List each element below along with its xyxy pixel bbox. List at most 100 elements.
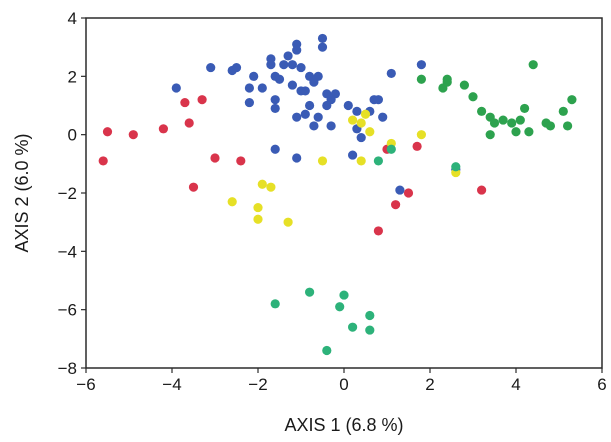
- plot-frame: [85, 17, 603, 369]
- data-point: [416, 74, 426, 84]
- data-point: [356, 132, 366, 143]
- y-axis-title: AXIS 2 (6.0 %): [12, 133, 32, 252]
- data-point: [322, 100, 332, 111]
- data-point: [274, 74, 285, 84]
- data-point: [558, 106, 568, 116]
- data-point: [489, 118, 500, 128]
- data-point: [498, 115, 508, 125]
- data-point: [227, 197, 237, 207]
- data-point: [300, 109, 310, 119]
- data-point: [270, 299, 280, 309]
- data-point: [468, 92, 478, 102]
- data-point: [416, 130, 426, 140]
- y-tick-label: −6: [58, 301, 77, 320]
- data-point: [287, 80, 297, 90]
- data-point: [309, 121, 319, 131]
- data-point: [283, 51, 293, 61]
- data-point: [292, 45, 302, 55]
- data-point: [253, 214, 263, 224]
- data-point: [451, 162, 461, 172]
- data-point: [305, 100, 315, 111]
- x-tick-label: 6: [597, 375, 606, 394]
- data-point: [266, 60, 276, 70]
- data-point: [365, 310, 375, 321]
- data-point: [249, 71, 259, 81]
- data-point: [102, 127, 113, 137]
- data-point: [391, 200, 401, 210]
- data-point: [360, 109, 371, 119]
- x-axis-title: AXIS 1 (6.8 %): [284, 415, 403, 435]
- data-point: [158, 124, 168, 134]
- data-point: [365, 325, 375, 335]
- data-point: [287, 60, 297, 70]
- data-point: [528, 60, 538, 70]
- data-point: [292, 112, 302, 122]
- data-point: [270, 103, 280, 114]
- data-point: [313, 112, 323, 122]
- data-point: [244, 83, 254, 93]
- data-point: [545, 121, 556, 131]
- data-point: [511, 127, 521, 137]
- data-point: [485, 130, 495, 140]
- y-tick-label: −8: [58, 359, 77, 378]
- data-point: [365, 127, 375, 137]
- data-point: [459, 80, 469, 90]
- x-tick-label: −6: [76, 375, 95, 394]
- data-point: [373, 226, 383, 236]
- data-point: [184, 118, 194, 128]
- x-tick-label: 2: [425, 375, 434, 394]
- data-point: [227, 65, 237, 76]
- data-point: [442, 74, 452, 84]
- data-point: [296, 62, 306, 73]
- data-point: [257, 83, 267, 93]
- data-point: [477, 106, 487, 116]
- y-tick-label: 0: [68, 126, 77, 145]
- data-point: [270, 95, 280, 105]
- data-point: [206, 62, 216, 73]
- data-point: [171, 83, 181, 93]
- data-point: [305, 287, 315, 297]
- data-point: [244, 97, 254, 108]
- y-axis-ticks: −8 −6 −4 −2 0 2 4: [58, 9, 86, 378]
- data-point: [279, 60, 289, 70]
- data-point: [348, 322, 358, 332]
- data-point: [520, 103, 530, 114]
- data-point: [386, 144, 396, 154]
- x-tick-label: −4: [162, 375, 181, 394]
- data-point: [373, 95, 383, 105]
- data-point: [395, 185, 405, 195]
- data-point: [180, 97, 190, 108]
- data-point: [348, 115, 358, 125]
- data-point: [343, 100, 353, 111]
- data-point: [283, 217, 293, 227]
- data-point: [322, 345, 332, 356]
- data-point: [416, 60, 426, 70]
- data-point: [317, 156, 328, 166]
- data-point: [257, 179, 267, 189]
- data-point: [296, 86, 306, 96]
- data-point: [326, 121, 336, 131]
- data-point: [378, 112, 388, 122]
- data-point: [352, 106, 362, 116]
- data-point: [236, 156, 246, 166]
- data-points: [98, 33, 577, 356]
- data-point: [515, 115, 525, 125]
- y-tick-label: −2: [58, 184, 77, 203]
- data-point: [210, 153, 220, 163]
- y-tick-label: 4: [68, 9, 77, 28]
- data-point: [507, 118, 517, 128]
- data-point: [317, 33, 328, 44]
- data-point: [270, 144, 280, 154]
- data-point: [292, 153, 302, 163]
- data-point: [386, 68, 396, 79]
- x-tick-label: 0: [339, 375, 348, 394]
- data-point: [563, 121, 573, 131]
- x-axis-ticks: −6 −4 −2 0 2 4 6: [76, 368, 607, 394]
- data-point: [356, 156, 366, 166]
- data-point: [356, 118, 366, 128]
- data-point: [128, 130, 138, 140]
- data-point: [317, 42, 328, 52]
- x-tick-label: −2: [248, 375, 267, 394]
- data-point: [197, 95, 207, 105]
